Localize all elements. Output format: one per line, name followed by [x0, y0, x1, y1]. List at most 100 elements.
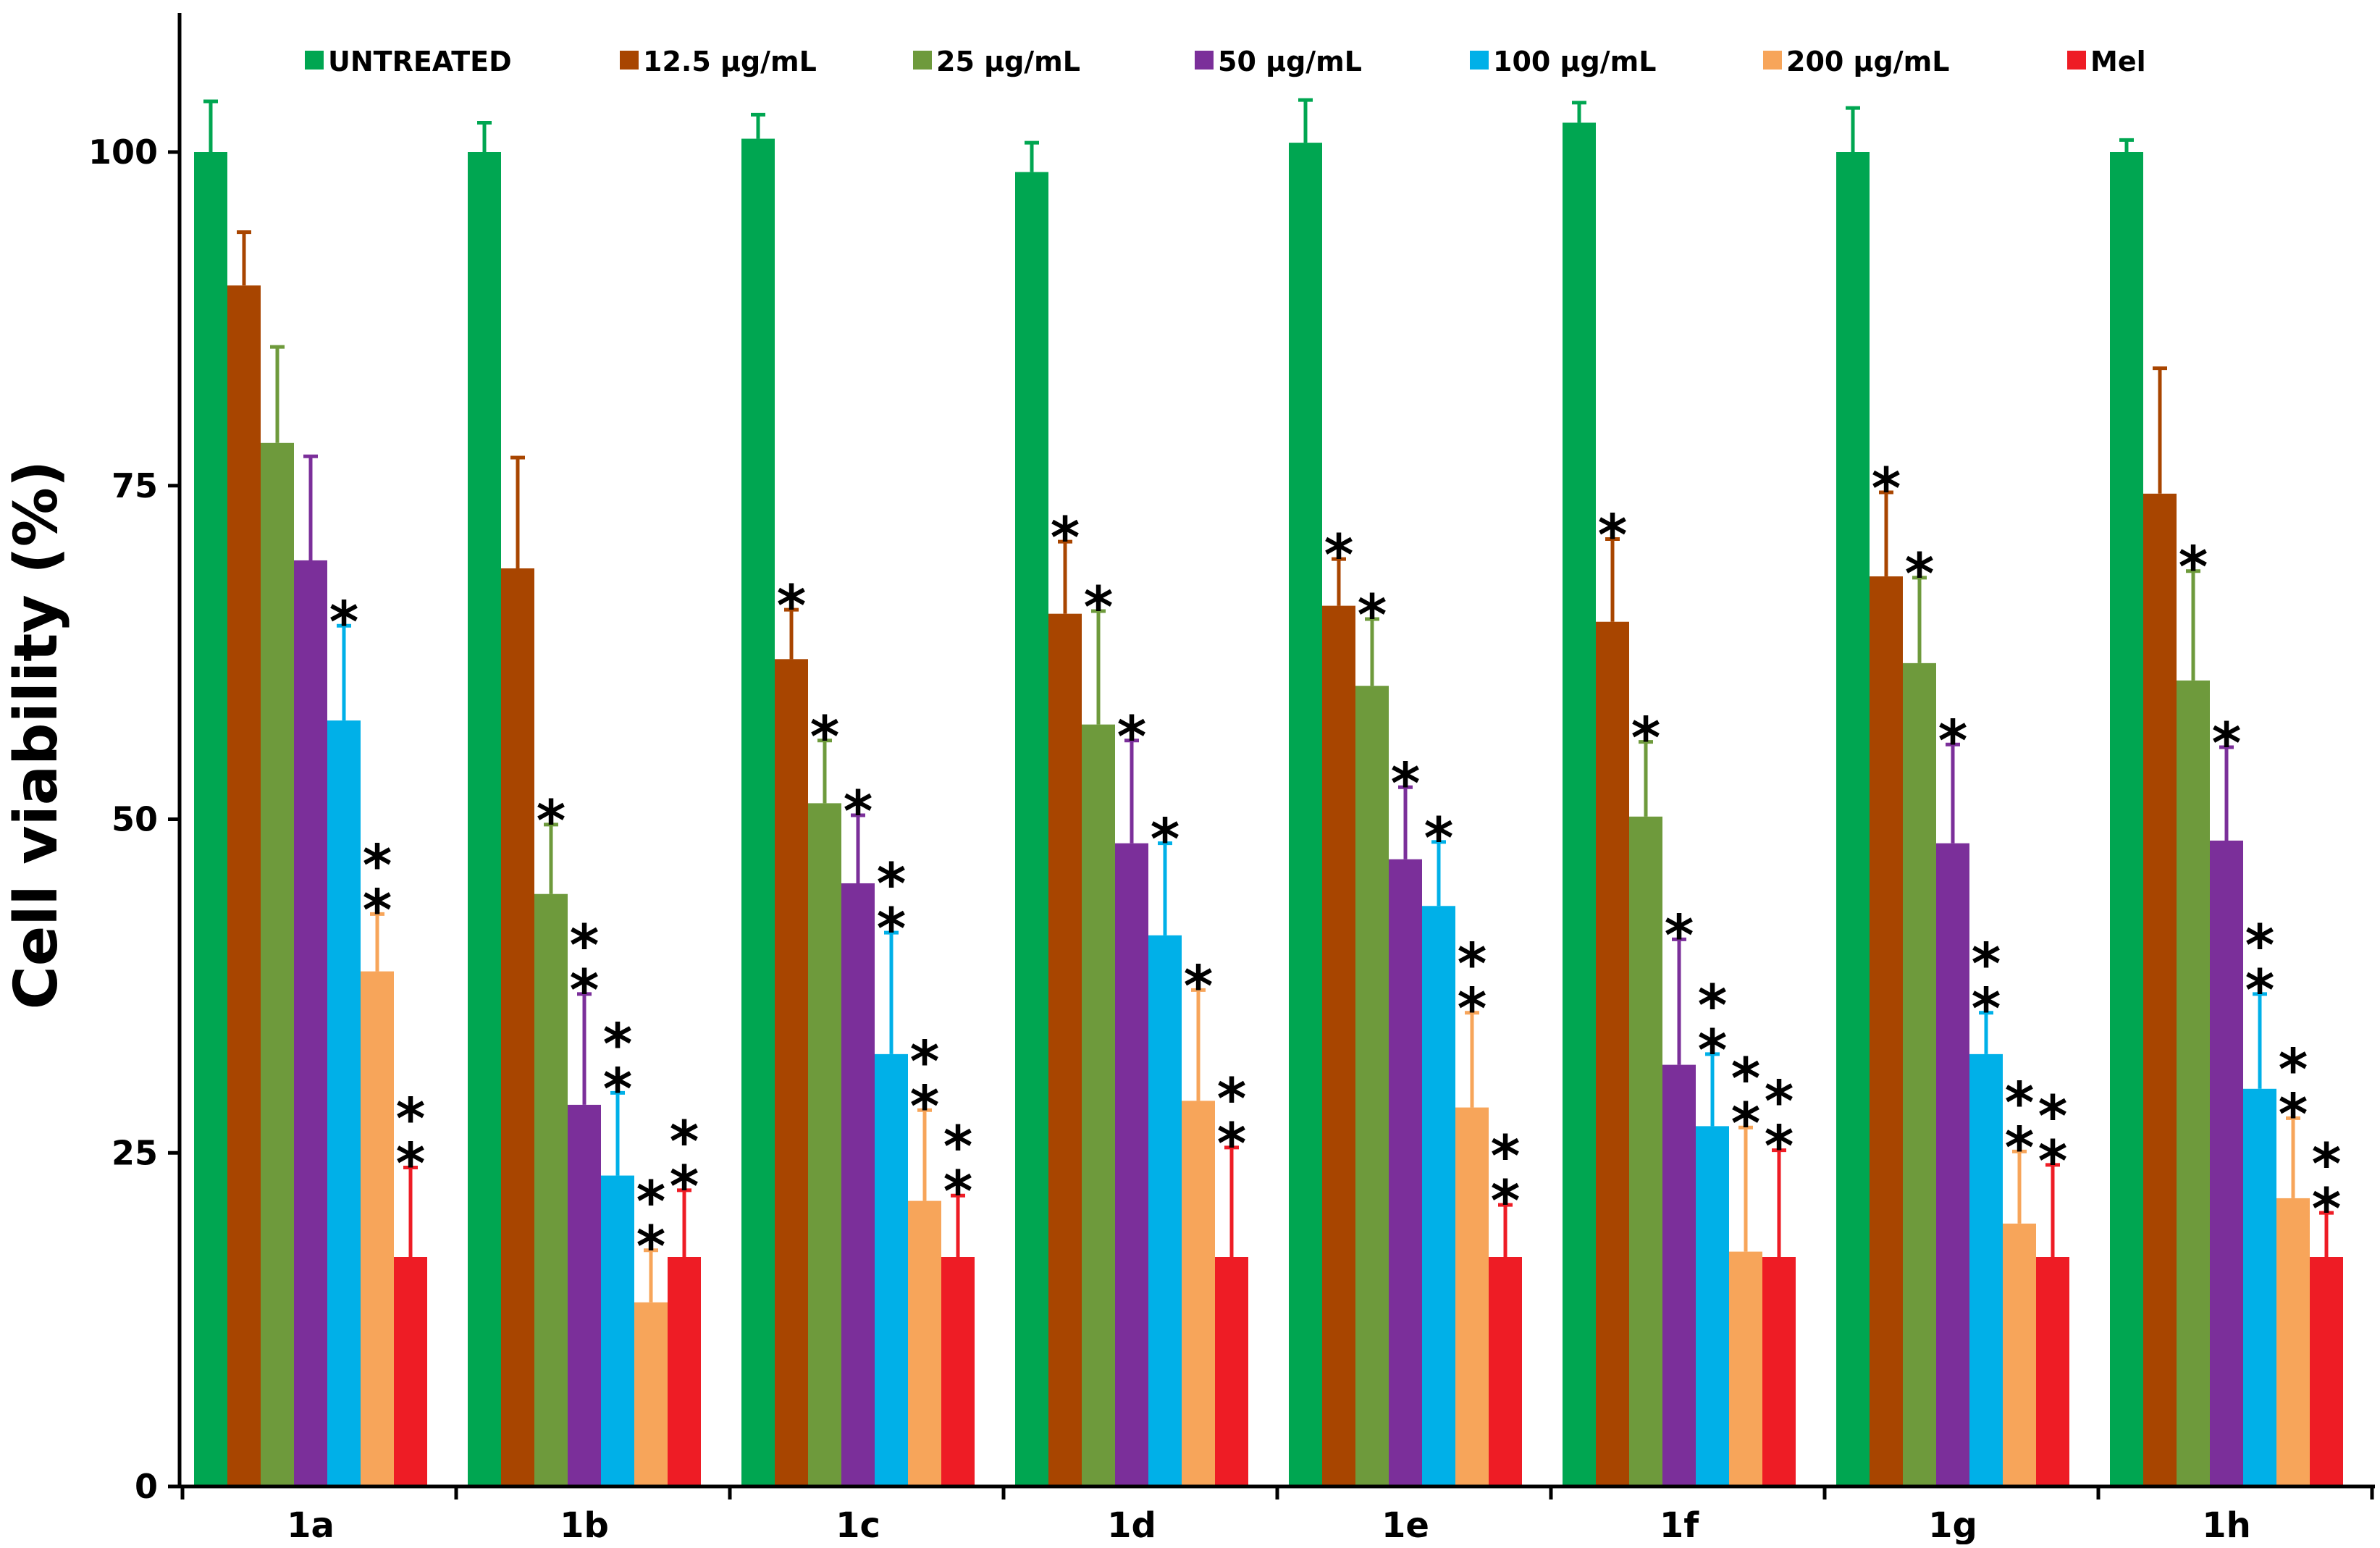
significance-star: * — [1972, 977, 2001, 1043]
significance-star: * — [877, 897, 907, 962]
significance-star: * — [570, 959, 600, 1024]
bar — [668, 1257, 701, 1486]
significance-star: * — [1458, 977, 1487, 1043]
bar — [2143, 493, 2177, 1486]
legend-swatch — [305, 51, 324, 70]
bar — [1903, 662, 1936, 1486]
bar — [1489, 1257, 1522, 1486]
significance-star: * — [943, 1160, 973, 1225]
bar — [775, 659, 808, 1486]
significance-star: * — [2038, 1085, 2068, 1150]
significance-star: * — [1698, 974, 1728, 1039]
bar — [534, 893, 568, 1486]
bar — [194, 152, 227, 1486]
bar — [1563, 122, 1596, 1487]
significance-star: * — [1391, 752, 1421, 817]
significance-star: * — [1117, 705, 1147, 770]
significance-star: * — [810, 705, 840, 770]
bar — [2177, 680, 2210, 1486]
significance-star: * — [1184, 954, 1214, 1019]
significance-star: * — [537, 789, 566, 854]
legend: UNTREATED 12.5 µg/mL 25 µg/mL 50 µg/mL 100 µ… — [305, 46, 2146, 77]
legend-swatch — [2067, 51, 2086, 70]
bar — [261, 442, 294, 1487]
bar — [1596, 621, 1629, 1486]
significance-star: * — [1698, 1019, 1728, 1084]
legend-label: UNTREATED — [328, 46, 512, 77]
bar — [1389, 859, 1422, 1486]
significance-star: * — [877, 852, 907, 917]
bar — [1048, 613, 1082, 1486]
bar — [227, 285, 261, 1486]
significance-star: * — [1731, 1092, 1761, 1157]
significance-star: * — [2212, 712, 2242, 777]
bar — [2036, 1257, 2069, 1486]
bar — [2243, 1088, 2276, 1486]
significance-star: * — [1938, 709, 1968, 774]
significance-star: * — [363, 878, 392, 943]
significance-star: * — [2245, 959, 2275, 1024]
significance-star: * — [844, 780, 873, 845]
x-tick-label: 1a — [287, 1505, 335, 1544]
x-tick-label: 1e — [1382, 1505, 1429, 1544]
bar — [501, 568, 534, 1486]
significance-star: * — [570, 914, 600, 979]
significance-star: * — [1051, 506, 1080, 571]
bar — [361, 971, 394, 1486]
bar — [2276, 1198, 2310, 1486]
legend-swatch — [913, 51, 932, 70]
bar — [875, 1053, 908, 1486]
significance-star: * — [1217, 1112, 1247, 1177]
bar — [2003, 1223, 2036, 1486]
bar — [741, 138, 775, 1486]
significance-star: * — [2279, 1082, 2308, 1148]
bar — [634, 1302, 668, 1486]
significance-star: * — [2179, 536, 2208, 601]
legend-label: 200 µg/mL — [1786, 46, 1949, 77]
significance-star: * — [670, 1110, 699, 1175]
significance-star: * — [603, 1057, 633, 1122]
bar — [1322, 605, 1355, 1486]
y-axis-label: Cell viability (%) — [2, 460, 71, 1010]
y-tick-label: 0 — [135, 1467, 158, 1506]
significance-star: * — [396, 1132, 426, 1198]
significance-star: * — [1217, 1067, 1247, 1132]
bar — [908, 1200, 941, 1486]
legend-label: Mel — [2090, 46, 2146, 77]
bar — [568, 1104, 601, 1486]
bar — [1969, 1053, 2003, 1486]
bars-layer: ************ ****************************… — [194, 98, 2343, 1487]
bar — [2310, 1257, 2343, 1486]
significance-star: * — [1151, 808, 1180, 873]
significance-star: * — [2038, 1130, 2068, 1195]
significance-star: * — [636, 1170, 666, 1235]
significance-star: * — [2005, 1116, 2035, 1181]
significance-star: * — [943, 1115, 973, 1180]
legend-swatch — [1763, 51, 1782, 70]
significance-star: * — [1905, 542, 1935, 607]
significance-star: * — [1765, 1070, 1794, 1135]
significance-star: * — [603, 1012, 633, 1077]
bar — [1148, 935, 1182, 1486]
bar — [394, 1257, 427, 1486]
significance-star: * — [329, 590, 359, 655]
significance-star: * — [910, 1030, 940, 1095]
x-tick-label: 1c — [836, 1505, 880, 1544]
legend-label: 50 µg/mL — [1218, 46, 1362, 77]
significance-star: * — [2245, 914, 2275, 979]
legend-label: 100 µg/mL — [1493, 46, 1656, 77]
significance-star: * — [910, 1074, 940, 1140]
significance-star: * — [363, 833, 392, 899]
significance-star: * — [1872, 457, 1901, 522]
bar — [601, 1175, 634, 1486]
significance-star: * — [1731, 1047, 1761, 1112]
significance-star: * — [1324, 523, 1354, 589]
y-tick-label: 75 — [112, 466, 158, 505]
bar — [1182, 1101, 1215, 1486]
significance-star: * — [2005, 1071, 2035, 1136]
significance-star: * — [670, 1155, 699, 1220]
y-tick-label: 50 — [112, 800, 158, 839]
significance-star: * — [1491, 1124, 1521, 1190]
